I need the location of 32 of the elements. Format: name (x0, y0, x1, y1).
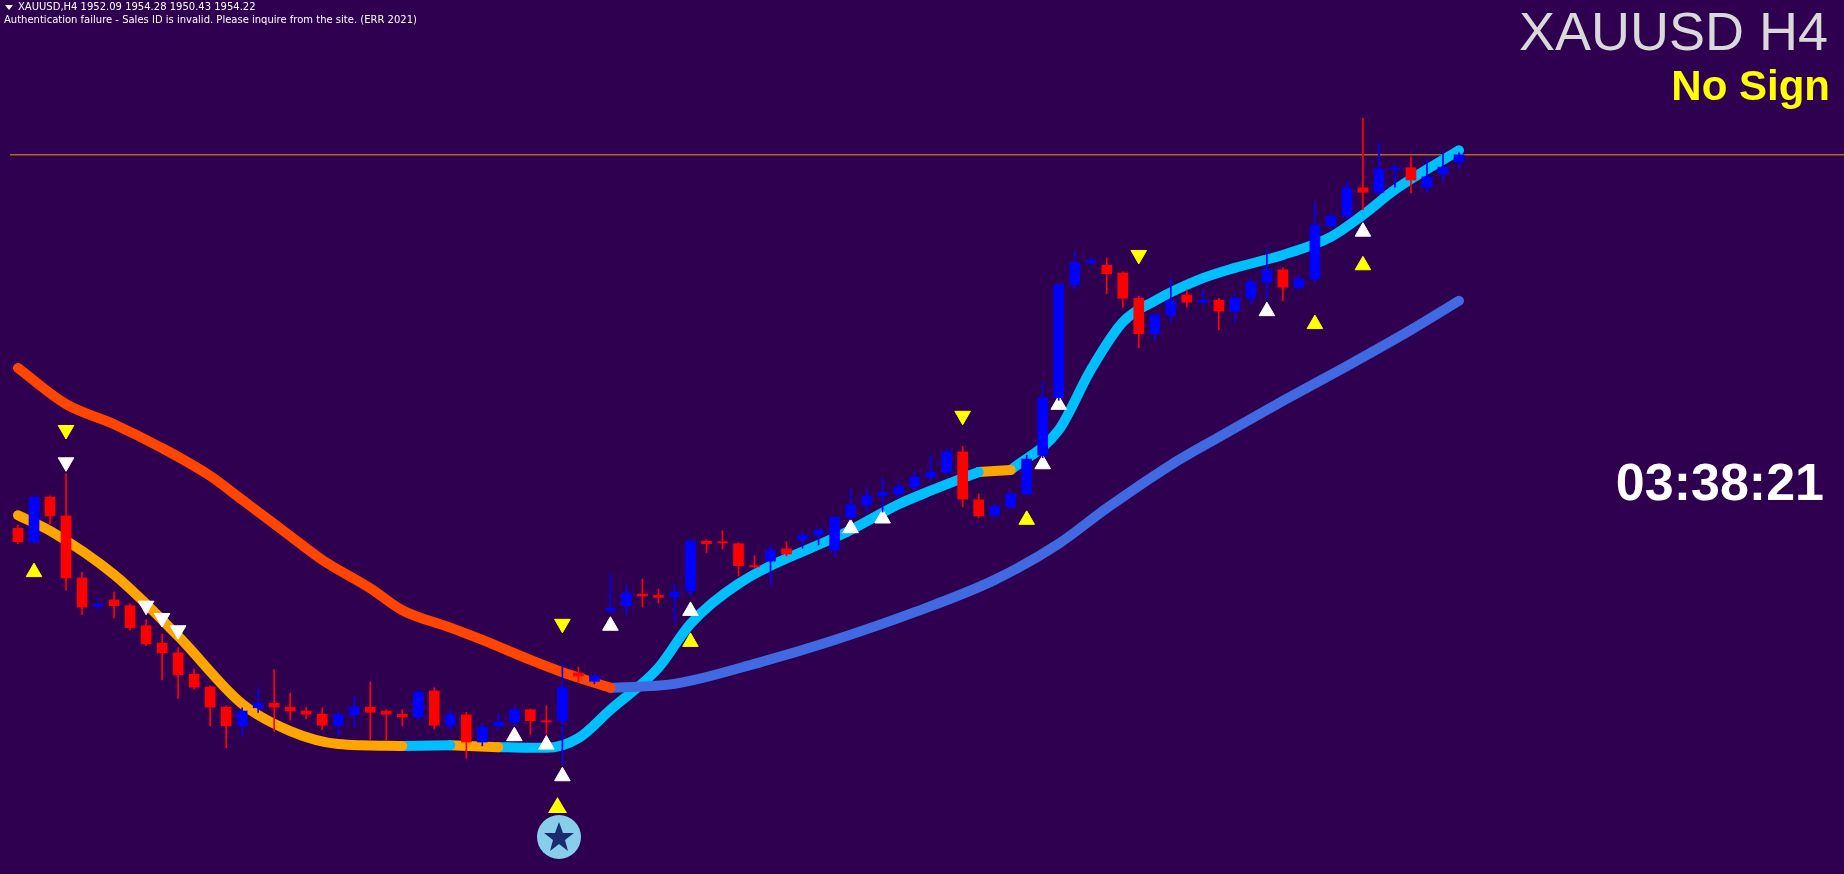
candlestick (1357, 118, 1369, 211)
point (25, 562, 43, 578)
point (1018, 510, 1035, 525)
candlestick (396, 709, 408, 727)
point (538, 735, 555, 750)
point (874, 509, 891, 524)
text: No Sign (1671, 62, 1830, 110)
candlestick (1437, 151, 1449, 182)
point (1354, 255, 1372, 271)
point (602, 616, 619, 631)
chart-subtitle: XAUUSD,H4 1952.09 1954.28 1950.43 1954.22 (18, 1, 256, 12)
candlestick (348, 696, 360, 728)
candlestick (364, 681, 376, 741)
point (1306, 314, 1324, 330)
candlestick (1101, 257, 1113, 295)
point (554, 766, 571, 782)
point (682, 601, 699, 616)
point (1258, 301, 1276, 317)
candlestick (1389, 163, 1401, 188)
point (682, 632, 699, 647)
point (1034, 454, 1051, 470)
point (1354, 222, 1372, 237)
text: Authentication failure - Sales ID is invalid. Please inquire from the site. (ERR 2021) (4, 14, 417, 25)
candlestick (268, 669, 280, 733)
candlestick (156, 633, 168, 681)
text: XAUUSD H4 (1518, 0, 1828, 62)
candlestick (284, 692, 296, 721)
candlestick (252, 687, 264, 713)
text: 03:38:21 (1615, 452, 1824, 512)
point (842, 518, 859, 534)
candlestick (380, 709, 392, 741)
point (506, 726, 523, 742)
